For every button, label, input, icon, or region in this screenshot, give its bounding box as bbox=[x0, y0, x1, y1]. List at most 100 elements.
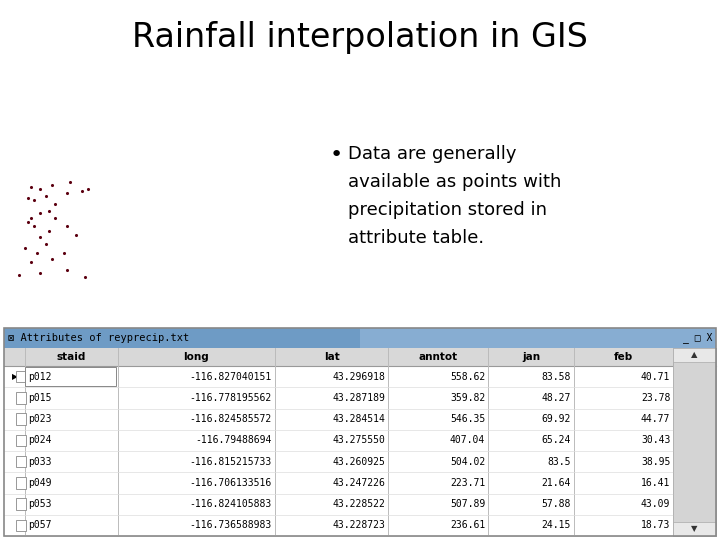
Bar bbox=[16, 435, 26, 446]
Text: 546.35: 546.35 bbox=[450, 414, 485, 424]
Text: p015: p015 bbox=[28, 393, 52, 403]
Point bbox=[40, 240, 52, 248]
Text: p049: p049 bbox=[28, 478, 52, 488]
Bar bbox=[360, 328, 716, 348]
Bar bbox=[4, 387, 716, 408]
Text: 38.95: 38.95 bbox=[641, 457, 670, 467]
Text: -116.736588983: -116.736588983 bbox=[189, 521, 271, 530]
Text: p053: p053 bbox=[28, 499, 52, 509]
Text: 16.41: 16.41 bbox=[641, 478, 670, 488]
Point bbox=[76, 187, 88, 195]
Text: 43.260925: 43.260925 bbox=[333, 457, 385, 467]
Point bbox=[58, 248, 70, 257]
Text: p023: p023 bbox=[28, 414, 52, 424]
Text: p057: p057 bbox=[28, 521, 52, 530]
Text: -116.706133516: -116.706133516 bbox=[189, 478, 271, 488]
Point bbox=[49, 200, 60, 209]
Text: 21.64: 21.64 bbox=[541, 478, 571, 488]
Bar bbox=[16, 477, 26, 489]
Point bbox=[61, 222, 73, 231]
Text: 65.24: 65.24 bbox=[541, 435, 571, 445]
Text: 40.71: 40.71 bbox=[641, 372, 670, 382]
Point bbox=[31, 248, 42, 257]
Text: staid: staid bbox=[57, 352, 86, 362]
Text: feb: feb bbox=[614, 352, 633, 362]
Point bbox=[43, 226, 55, 235]
Text: ▲: ▲ bbox=[691, 350, 698, 360]
Text: -116.824585572: -116.824585572 bbox=[189, 414, 271, 424]
Point bbox=[49, 213, 60, 222]
Point bbox=[22, 193, 34, 202]
Point bbox=[46, 180, 58, 189]
Text: 48.27: 48.27 bbox=[541, 393, 571, 403]
Text: p033: p033 bbox=[28, 457, 52, 467]
Bar bbox=[673, 348, 716, 362]
Point bbox=[28, 195, 40, 204]
Point bbox=[25, 183, 37, 191]
Bar bbox=[4, 494, 716, 515]
Text: 43.228522: 43.228522 bbox=[333, 499, 385, 509]
Text: 558.62: 558.62 bbox=[450, 372, 485, 382]
Point bbox=[71, 231, 82, 240]
Text: 407.04: 407.04 bbox=[450, 435, 485, 445]
Bar bbox=[673, 348, 716, 536]
Point bbox=[28, 222, 40, 231]
Text: 57.88: 57.88 bbox=[541, 499, 571, 509]
Bar bbox=[4, 451, 716, 472]
Text: -116.79488694: -116.79488694 bbox=[195, 435, 271, 445]
Bar bbox=[673, 522, 716, 536]
Text: 359.82: 359.82 bbox=[450, 393, 485, 403]
Text: -116.778195562: -116.778195562 bbox=[189, 393, 271, 403]
Text: 69.92: 69.92 bbox=[541, 414, 571, 424]
Point bbox=[61, 189, 73, 198]
Text: 44.77: 44.77 bbox=[641, 414, 670, 424]
Text: 43.228723: 43.228723 bbox=[333, 521, 385, 530]
Point bbox=[35, 185, 46, 193]
Point bbox=[46, 255, 58, 264]
Bar bbox=[25, 367, 116, 386]
Point bbox=[25, 213, 37, 222]
Text: p024: p024 bbox=[28, 435, 52, 445]
Bar bbox=[4, 328, 716, 536]
Text: 504.02: 504.02 bbox=[450, 457, 485, 467]
Text: 30.43: 30.43 bbox=[641, 435, 670, 445]
Point bbox=[35, 209, 46, 218]
Bar bbox=[4, 515, 716, 536]
Text: 83.58: 83.58 bbox=[541, 372, 571, 382]
Bar bbox=[4, 366, 716, 387]
Text: 43.09: 43.09 bbox=[641, 499, 670, 509]
Bar bbox=[4, 430, 716, 451]
Point bbox=[25, 257, 37, 266]
Text: 43.275550: 43.275550 bbox=[333, 435, 385, 445]
Bar bbox=[16, 498, 26, 510]
Point bbox=[43, 207, 55, 215]
Text: 23.78: 23.78 bbox=[641, 393, 670, 403]
Point bbox=[79, 273, 91, 281]
Text: _ □ X: _ □ X bbox=[683, 333, 712, 343]
Text: Rainfall interpolation in GIS: Rainfall interpolation in GIS bbox=[132, 22, 588, 55]
Text: p012: p012 bbox=[28, 372, 52, 382]
Bar bbox=[16, 519, 26, 531]
Bar bbox=[4, 328, 716, 348]
Text: -116.824105883: -116.824105883 bbox=[189, 499, 271, 509]
Point bbox=[35, 233, 46, 242]
Point bbox=[35, 268, 46, 277]
Bar bbox=[4, 472, 716, 494]
Text: attribute table.: attribute table. bbox=[348, 229, 484, 247]
Point bbox=[13, 271, 24, 279]
Point bbox=[61, 266, 73, 275]
Bar bbox=[16, 392, 26, 404]
Text: anntot: anntot bbox=[419, 352, 458, 362]
Text: 507.89: 507.89 bbox=[450, 499, 485, 509]
Text: ⊠ Attributes of reyprecip.txt: ⊠ Attributes of reyprecip.txt bbox=[8, 333, 189, 343]
Point bbox=[19, 244, 31, 253]
Text: •: • bbox=[330, 145, 343, 165]
Text: long: long bbox=[184, 352, 209, 362]
Text: 236.61: 236.61 bbox=[450, 521, 485, 530]
Bar bbox=[4, 408, 716, 430]
Text: 43.247226: 43.247226 bbox=[333, 478, 385, 488]
Text: 18.73: 18.73 bbox=[641, 521, 670, 530]
Bar bbox=[16, 413, 26, 425]
Point bbox=[64, 178, 76, 187]
Text: jan: jan bbox=[522, 352, 540, 362]
